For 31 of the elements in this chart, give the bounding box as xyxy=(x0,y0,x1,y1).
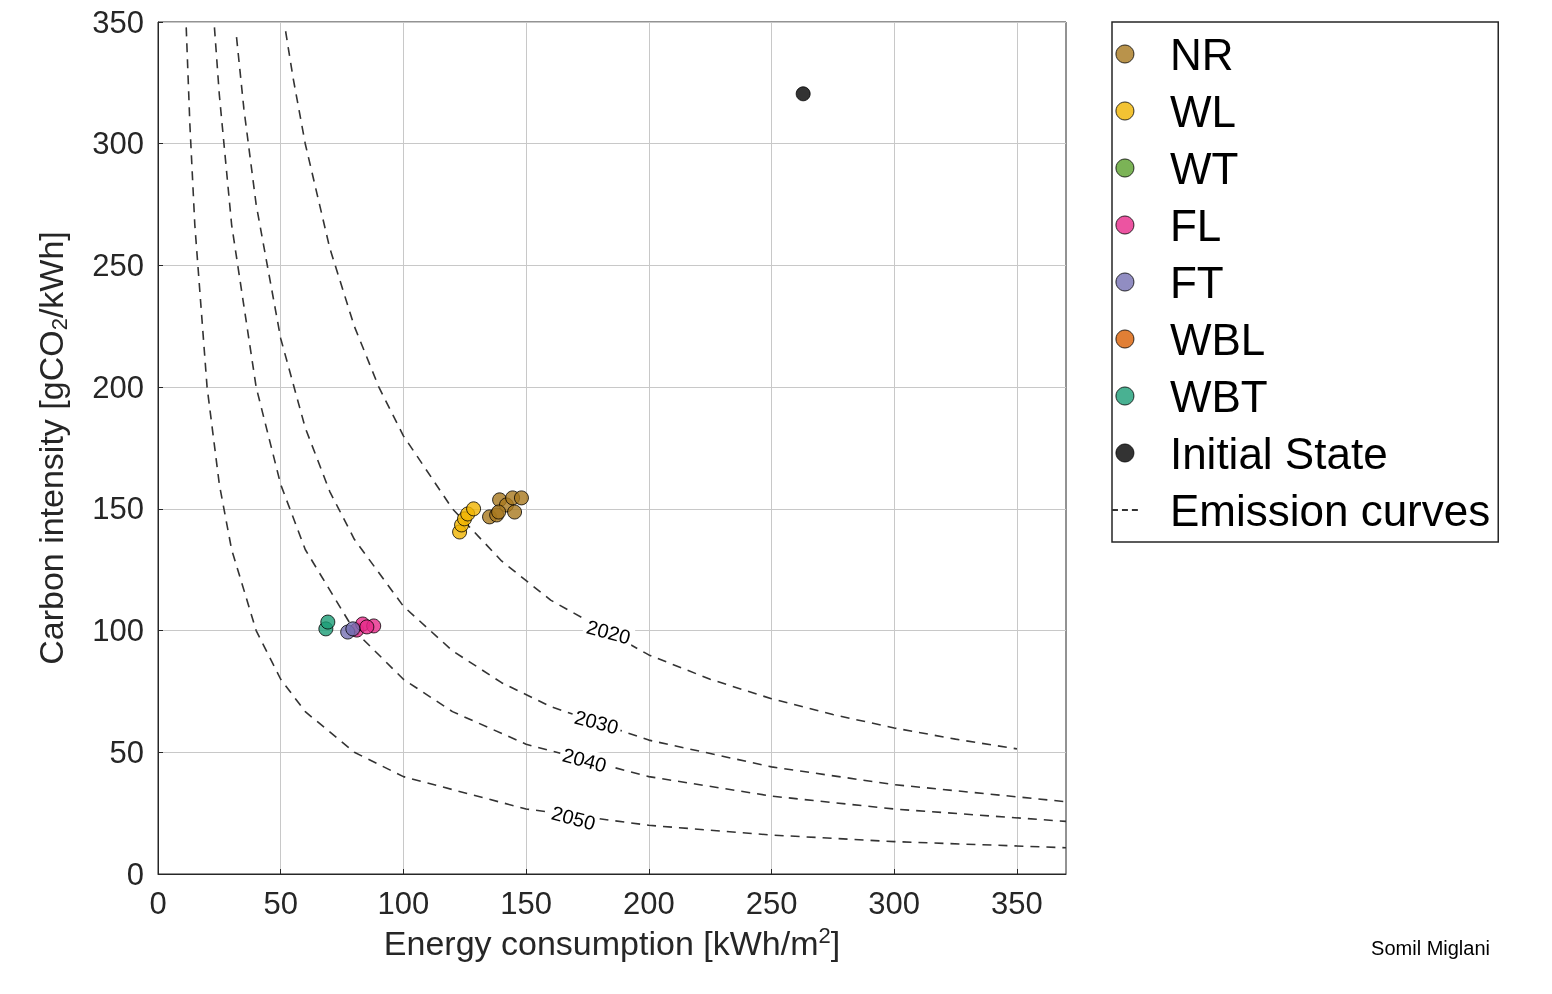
legend-label: WL xyxy=(1169,86,1236,136)
annotation: 2030 xyxy=(572,705,621,739)
x-tick-label: 150 xyxy=(500,886,552,921)
y-tick-label: 150 xyxy=(92,491,144,527)
legend-label: Emission curves xyxy=(1169,485,1491,535)
legend-label: Initial State xyxy=(1169,428,1388,478)
y-tick-label: 200 xyxy=(92,369,144,405)
y-tick-label: 300 xyxy=(92,126,144,162)
legend-label: WBT xyxy=(1169,371,1268,421)
legend-label: WBL xyxy=(1169,314,1266,364)
x-tick-label: 50 xyxy=(263,886,298,921)
annotation: 2040 xyxy=(560,743,609,777)
y-tick-label: 100 xyxy=(92,613,144,649)
text: Somil Miglani xyxy=(1371,937,1491,959)
annotation: 2020 xyxy=(584,615,633,649)
y-tick-label: 0 xyxy=(126,856,144,892)
y-tick-label: 50 xyxy=(109,734,144,770)
annotation: 2050 xyxy=(549,801,598,835)
y-axis-title: Carbon intensity [gCO2/kWh] xyxy=(32,231,72,665)
x-tick-label: 100 xyxy=(377,886,430,921)
x-tick-label: 250 xyxy=(745,886,798,921)
y-tick-label: 350 xyxy=(92,4,144,40)
y-tick-label: 250 xyxy=(92,247,144,283)
legend-label: NR xyxy=(1169,29,1234,79)
legend-label: FT xyxy=(1169,257,1224,307)
x-tick-label: 0 xyxy=(149,886,167,921)
x-tick-label: 300 xyxy=(868,886,921,921)
legend-label: FL xyxy=(1169,200,1222,250)
legend-label: WT xyxy=(1169,143,1239,193)
x-tick-label: 350 xyxy=(991,886,1043,921)
x-tick-label: 200 xyxy=(622,886,675,921)
